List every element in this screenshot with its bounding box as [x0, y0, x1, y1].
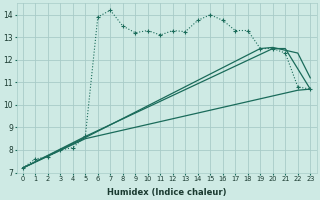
- X-axis label: Humidex (Indice chaleur): Humidex (Indice chaleur): [107, 188, 226, 197]
